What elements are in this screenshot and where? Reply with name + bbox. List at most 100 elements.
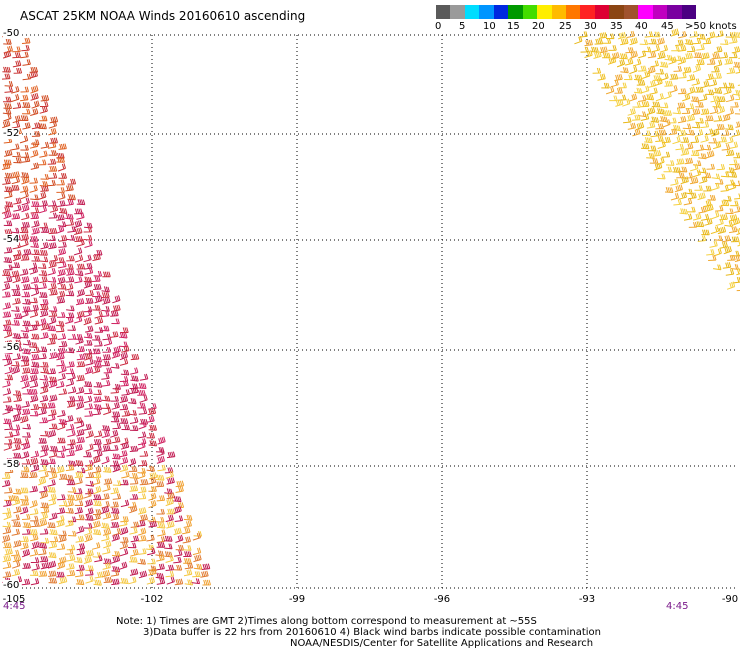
wind-barb [644, 31, 654, 38]
wind-barb [660, 72, 669, 81]
wind-barb [645, 94, 655, 101]
wind-barb [129, 472, 138, 479]
wind-barb [718, 136, 727, 143]
wind-barb [65, 290, 75, 297]
wind-barb [56, 571, 65, 578]
latitude-label: -60 [3, 580, 20, 591]
wind-barb [685, 103, 695, 110]
wind-barb [56, 257, 65, 264]
wind-barb [693, 52, 703, 59]
wind-barb [74, 500, 84, 506]
wind-barb [103, 576, 113, 583]
wind-barb [648, 145, 657, 152]
wind-barb [730, 236, 740, 243]
legend-swatch [609, 5, 625, 19]
wind-barb [101, 310, 110, 318]
wind-barb [39, 249, 48, 256]
wind-barb [139, 373, 149, 381]
wind-barb [138, 382, 147, 389]
wind-barb [57, 409, 66, 418]
wind-barb [19, 135, 29, 144]
wind-barb [47, 560, 57, 569]
wind-barb [92, 513, 101, 521]
wind-barb [56, 225, 65, 234]
wind-barb [48, 471, 58, 480]
wind-barb [76, 514, 85, 521]
wind-barb [40, 367, 49, 374]
wind-barb [129, 505, 138, 514]
wind-barb [65, 499, 74, 507]
wind-barb [4, 423, 13, 431]
wind-barb [128, 576, 137, 585]
wind-barb [57, 347, 66, 355]
wind-barb [728, 182, 737, 191]
wind-barb [11, 171, 20, 179]
wind-barb [65, 184, 74, 192]
wind-barb [2, 319, 12, 326]
wind-barb [129, 527, 138, 535]
wind-barb [56, 519, 65, 528]
wind-barb [39, 291, 48, 298]
wind-barb [92, 509, 102, 515]
wind-barb [713, 59, 723, 68]
wind-barb [192, 547, 202, 556]
map-title: ASCAT 25KM NOAA Winds 20160610 ascending [20, 9, 306, 23]
wind-barb [691, 108, 701, 116]
wind-barb [65, 347, 75, 354]
wind-barb [101, 395, 111, 402]
wind-barb [66, 449, 75, 457]
wind-barb [40, 173, 49, 180]
wind-barb [67, 194, 76, 201]
wind-barb [40, 298, 49, 306]
wind-barb [119, 548, 129, 557]
wind-barb [76, 548, 85, 556]
wind-barb [76, 346, 85, 353]
wind-barb [137, 402, 146, 409]
wind-barb [700, 80, 710, 89]
wind-barb [675, 39, 684, 46]
wind-barb [29, 374, 38, 383]
wind-barb [683, 198, 693, 206]
wind-barb [84, 463, 93, 472]
wind-barb [157, 436, 166, 445]
wind-barb [65, 443, 75, 451]
wind-barb [48, 570, 57, 577]
wind-barb [725, 107, 734, 116]
wind-barb [12, 390, 22, 397]
wind-barb [12, 46, 21, 53]
wind-barb [58, 207, 68, 214]
wind-barb [49, 445, 59, 452]
wind-barb [85, 325, 94, 333]
wind-barb [157, 529, 166, 537]
wind-barb [94, 340, 103, 347]
wind-barb [13, 404, 22, 411]
wind-barb [173, 556, 182, 564]
wind-barb [58, 473, 68, 480]
wind-barb [138, 527, 147, 536]
wind-barb [22, 521, 32, 529]
wind-barb [678, 30, 687, 39]
wind-barb [31, 130, 41, 137]
wind-barb [84, 352, 93, 361]
swath-time-right: 4:45 [666, 601, 689, 612]
wind-barb [22, 562, 31, 569]
wind-barb [155, 474, 165, 481]
wind-barb [656, 37, 665, 46]
wind-barb [156, 495, 166, 502]
note-line: 3)Data buffer is 22 hrs from 20160610 4)… [143, 627, 601, 638]
wind-barb [58, 261, 67, 269]
wind-barb [101, 360, 111, 367]
legend-swatch [450, 5, 466, 19]
wind-barb [29, 380, 39, 388]
wind-barb [1, 73, 11, 80]
wind-barb [690, 96, 700, 103]
wind-barb [729, 159, 738, 166]
wind-barb [48, 380, 58, 389]
wind-barb [84, 388, 93, 395]
wind-barb [31, 100, 40, 109]
wind-barb [129, 556, 138, 563]
wind-barb [711, 52, 720, 60]
wind-barb [110, 569, 120, 577]
wind-barb [47, 338, 56, 345]
